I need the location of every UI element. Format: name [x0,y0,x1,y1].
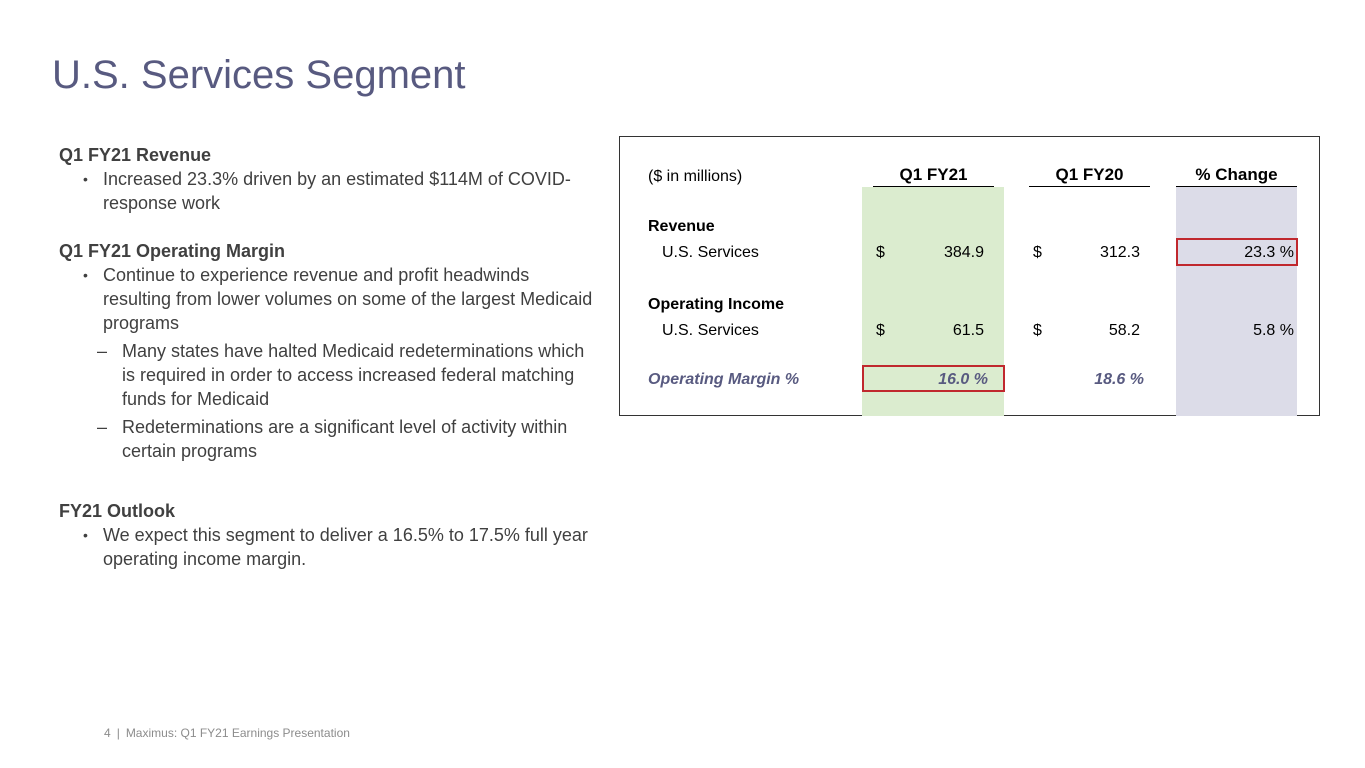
bullet-item: • We expect this segment to deliver a 16… [59,523,599,571]
operating-margin-highlight [862,365,1005,392]
section-heading: Q1 FY21 Revenue [59,145,212,165]
revenue-change-highlight [1176,238,1298,266]
bullet-text: Increased 23.3% driven by an estimated $… [103,169,571,213]
bullet-item: • Increased 23.3% driven by an estimated… [59,167,599,215]
bullet-icon: • [83,267,88,283]
footer-text: Maximus: Q1 FY21 Earnings Presentation [125,726,350,740]
section-outlook: FY21 Outlook • We expect this segment to… [59,499,599,571]
page-number: 4 [104,726,111,740]
pct-change-column-shade [1176,187,1297,416]
revenue-pct-change: 23.3 % [1244,244,1294,261]
revenue-row-label: U.S. Services [662,244,759,261]
currency-symbol: $ [1033,244,1042,261]
commentary-panel: Q1 FY21 Revenue • Increased 23.3% driven… [59,143,599,595]
operating-margin-label: Operating Margin % [648,371,800,388]
bullet-icon: • [83,527,88,543]
operating-income-row-label: U.S. Services [662,322,759,339]
bullet-text: Continue to experience revenue and profi… [103,265,593,333]
bullet-text: We expect this segment to deliver a 16.5… [103,525,588,569]
dash-icon: – [97,341,108,361]
financial-table: ($ in millions) Q1 FY21 Q1 FY20 % Change… [619,136,1320,416]
footer-separator: | [116,726,120,740]
operating-income-label: Operating Income [648,296,785,313]
operating-income-q1-fy20: 58.2 [1108,322,1140,339]
units-label: ($ in millions) [648,168,743,185]
q1-fy21-column-shade [862,187,1004,416]
footer: 4 | Maximus: Q1 FY21 Earnings Presentation [104,726,350,740]
operating-margin-q1-fy21: 16.0 % [938,371,988,388]
section-heading: FY21 Outlook [59,501,176,521]
operating-margin-q1-fy20: 18.6 % [1094,371,1144,388]
column-header-pct-change: % Change [1176,165,1297,187]
bullet-icon: • [83,171,88,187]
sub-bullet-text: Redeterminations are a significant level… [122,417,568,461]
section-operating-margin: Q1 FY21 Operating Margin • Continue to e… [59,239,599,463]
operating-income-q1-fy21: 61.5 [952,322,984,339]
column-header-q1-fy21: Q1 FY21 [873,165,994,187]
currency-symbol: $ [876,322,885,339]
page-title: U.S. Services Segment [52,53,466,97]
sub-bullet-item: – Redeterminations are a significant lev… [59,415,599,463]
dash-icon: – [97,417,108,437]
bullet-item: • Continue to experience revenue and pro… [59,263,599,335]
section-heading: Q1 FY21 Operating Margin [59,241,286,261]
sub-bullet-item: – Many states have halted Medicaid redet… [59,339,599,411]
revenue-q1-fy20: 312.3 [1099,244,1140,261]
operating-income-pct-change: 5.8 % [1253,322,1294,339]
currency-symbol: $ [1033,322,1042,339]
column-header-q1-fy20: Q1 FY20 [1029,165,1150,187]
sub-bullet-text: Many states have halted Medicaid redeter… [122,341,585,409]
revenue-q1-fy21: 384.9 [943,244,984,261]
section-revenue: Q1 FY21 Revenue • Increased 23.3% driven… [59,143,599,215]
currency-symbol: $ [876,244,885,261]
revenue-label: Revenue [648,218,715,235]
